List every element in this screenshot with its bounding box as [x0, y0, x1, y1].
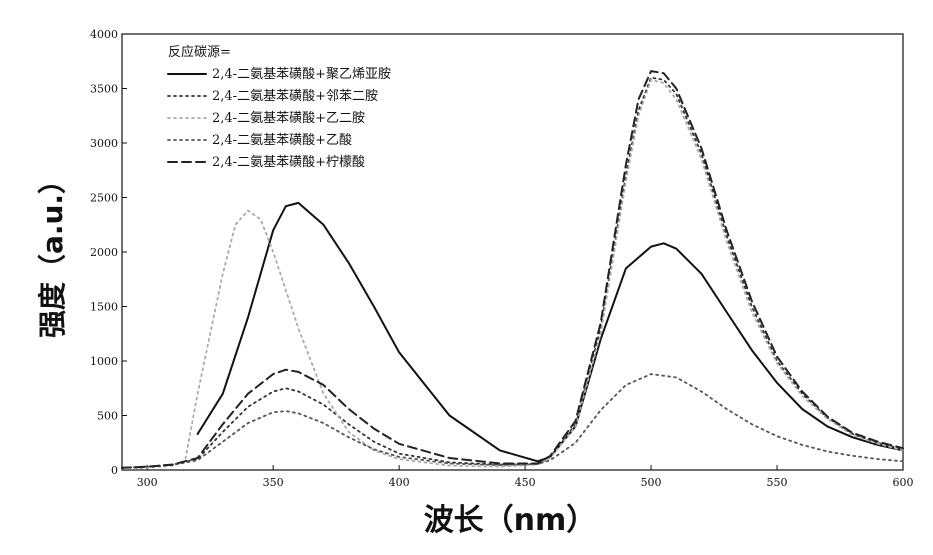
legend-items: 2,4-二氨基苯磺酸+聚乙烯亚胺 2,4-二氨基苯磺酸+邻苯二胺 2,4-二氨基苯磺…: [168, 67, 391, 170]
legend-label-2: 2,4-二氨基苯磺酸+邻苯二胺: [212, 89, 378, 104]
x-axis-label: 波长（nm）: [424, 503, 597, 538]
y-tick-label: 0: [111, 464, 118, 477]
legend-label-4: 2,4-二氨基苯磺酸+乙酸: [212, 133, 352, 148]
y-tick-label: 4000: [90, 28, 118, 41]
x-tick-label: 550: [767, 476, 788, 489]
series-layer: [122, 71, 903, 469]
legend-label-3: 2,4-二氨基苯磺酸+乙二胺: [212, 111, 365, 126]
x-tick-label: 600: [893, 476, 914, 489]
y-axis-label: 强度（a.u.）: [36, 166, 69, 338]
legend-label-1: 2,4-二氨基苯磺酸+聚乙烯亚胺: [212, 67, 391, 82]
y-tick-label: 2500: [90, 192, 118, 205]
x-tick-label: 300: [137, 476, 158, 489]
y-tick-label: 1500: [90, 301, 118, 314]
y-tick-label: 3000: [90, 137, 118, 150]
series-line-5: [122, 71, 903, 468]
x-tick-label: 450: [515, 476, 536, 489]
y-tick-label: 1000: [90, 355, 118, 368]
y-tick-label: 500: [97, 410, 118, 423]
legend-label-5: 2,4-二氨基苯磺酸+柠檬酸: [212, 155, 365, 170]
series-line-1: [198, 203, 903, 461]
legend: 反应碳源= 2,4-二氨基苯磺酸+聚乙烯亚胺2,4-二氨基苯磺酸+邻苯二胺2,4…: [168, 44, 391, 170]
x-tick-label: 500: [641, 476, 662, 489]
y-tick-label: 3500: [90, 83, 118, 96]
legend-title: 反应碳源=: [168, 44, 231, 60]
y-tick-label: 2000: [90, 246, 118, 259]
x-tick-label: 400: [389, 476, 410, 489]
x-tick-label: 350: [263, 476, 284, 489]
x-axis-ticks: 300 350 400 450 500 550 600: [137, 465, 914, 489]
